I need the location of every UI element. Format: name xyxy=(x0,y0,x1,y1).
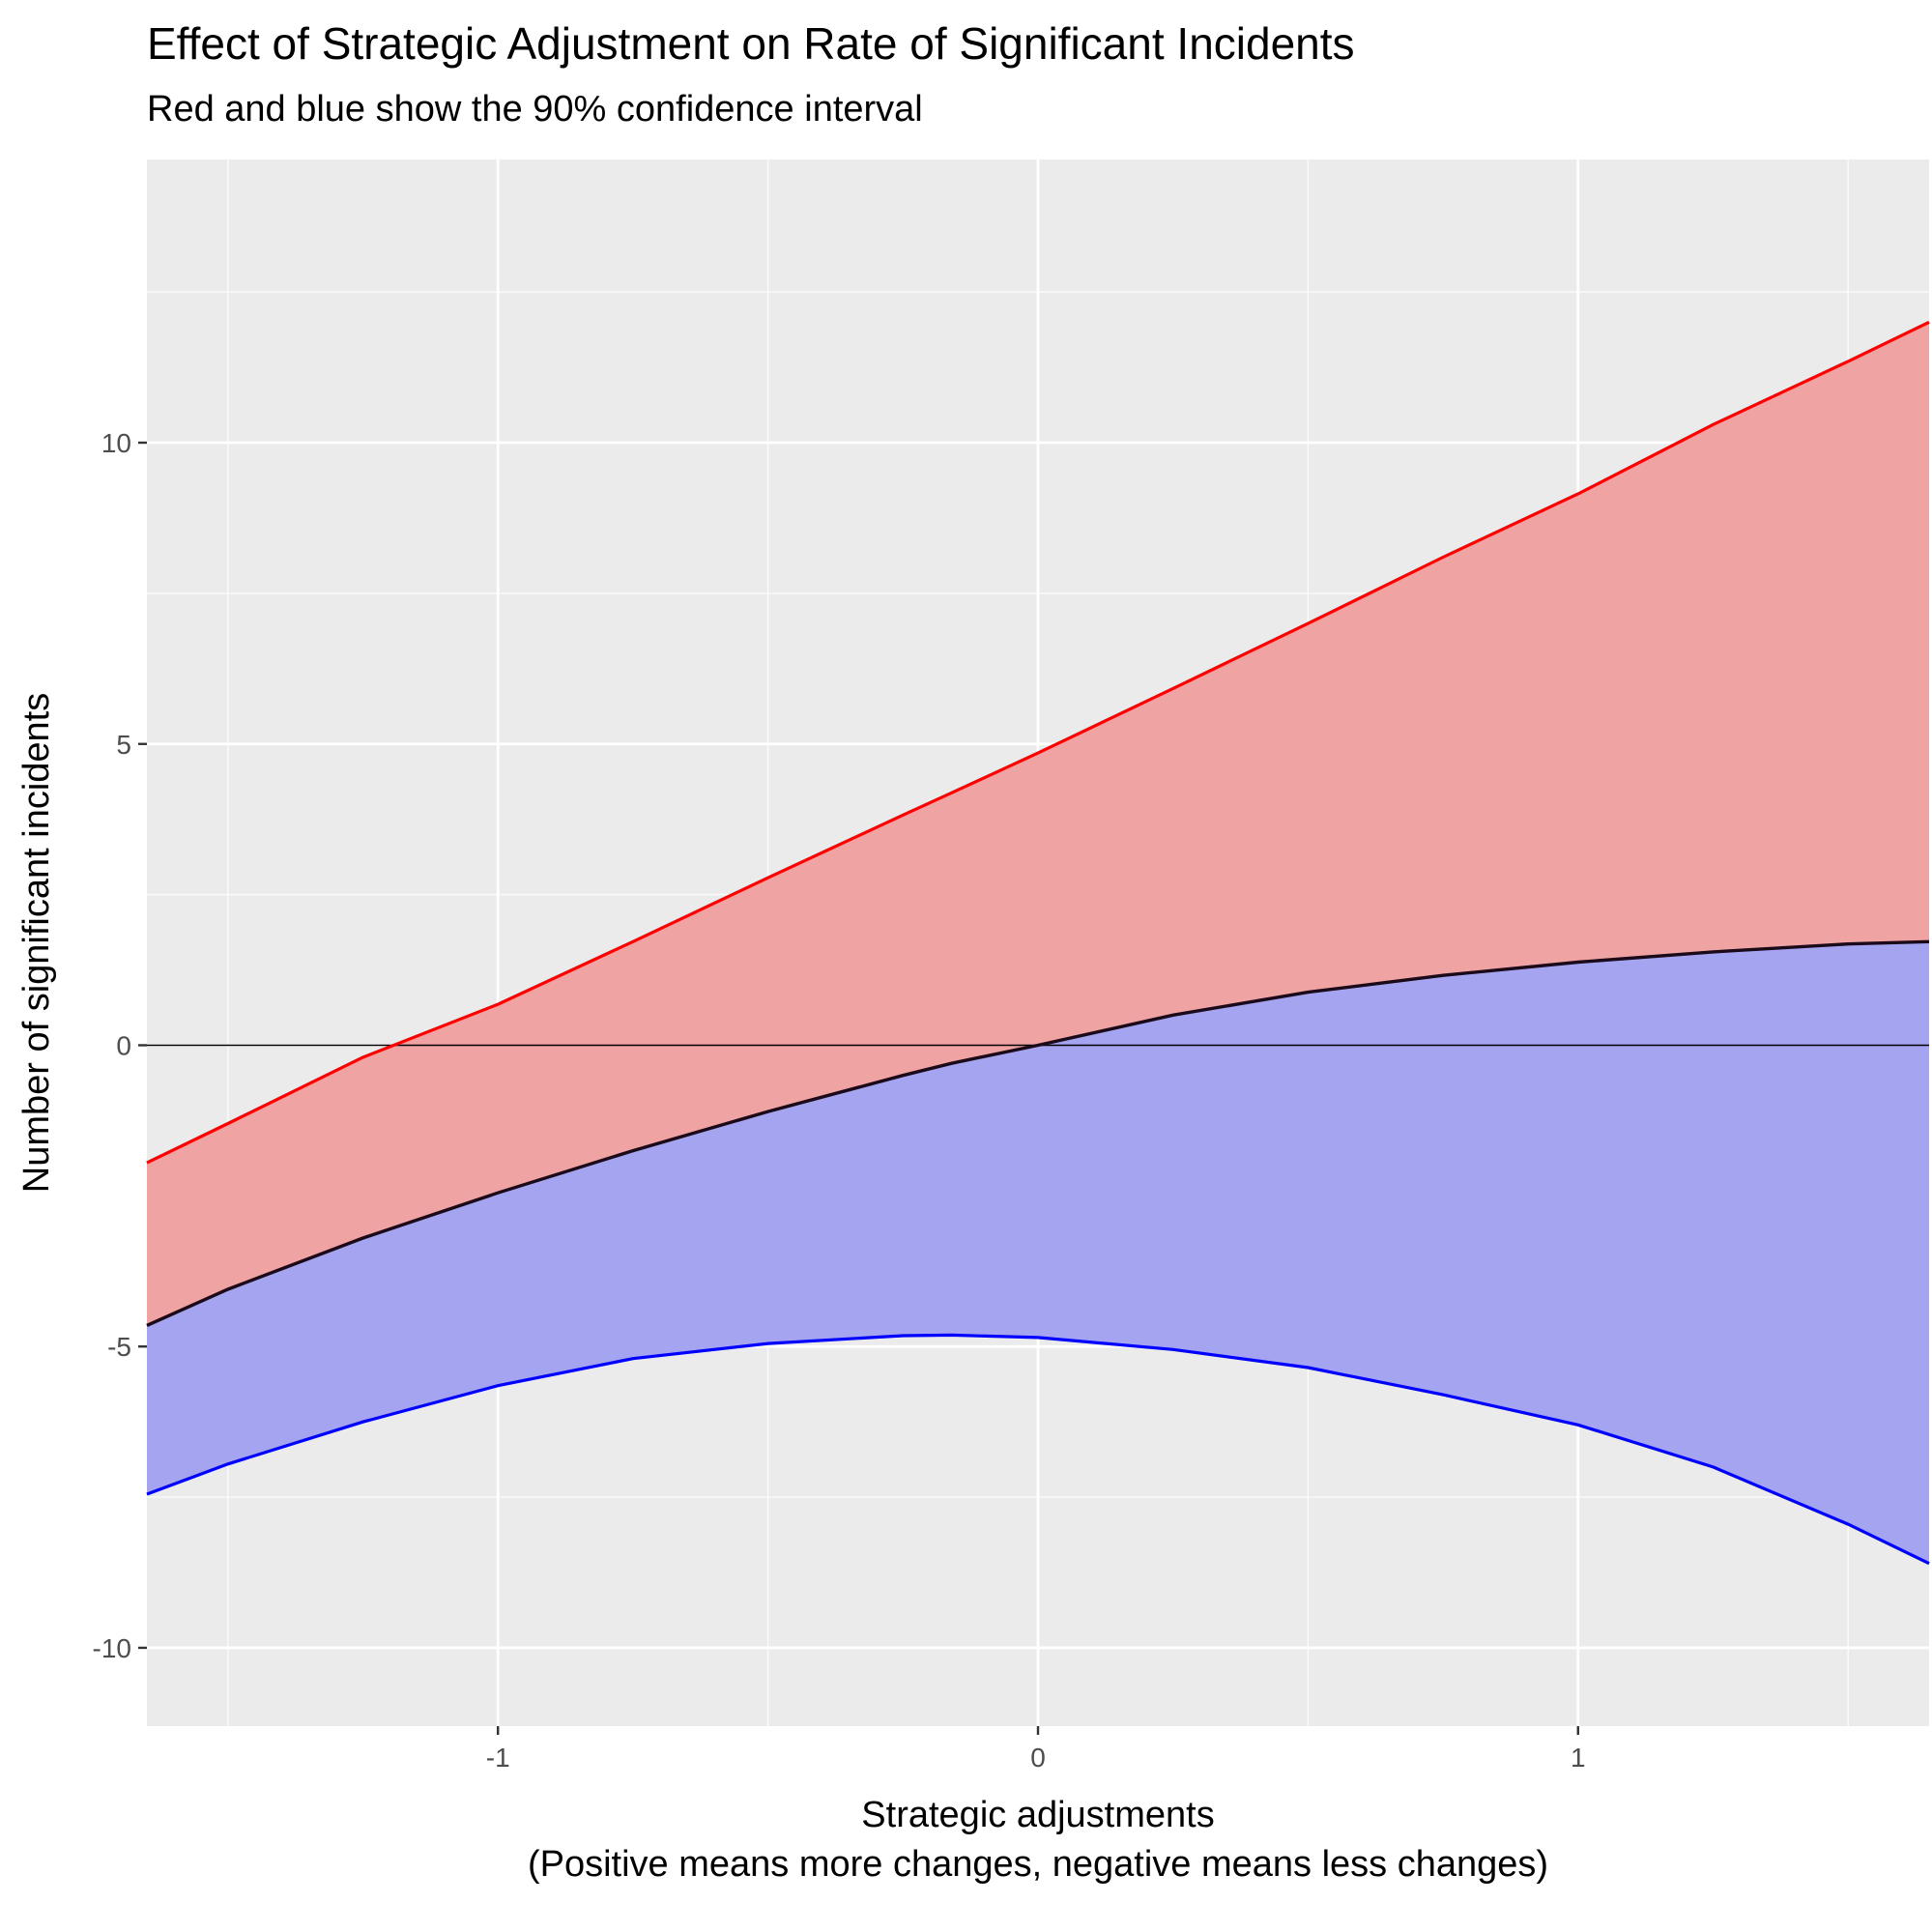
x-tick-label: 0 xyxy=(1030,1743,1046,1773)
chart-subtitle: Red and blue show the 90% confidence int… xyxy=(147,89,923,130)
x-tick-label: 1 xyxy=(1571,1743,1586,1773)
x-axis: -1 0 1 xyxy=(486,1726,1586,1773)
y-tick-label: 10 xyxy=(101,428,131,458)
y-tick-label: -5 xyxy=(107,1332,131,1362)
x-axis-title: Strategic adjustments xyxy=(861,1795,1214,1835)
y-axis: -10 -5 0 5 10 xyxy=(93,428,147,1663)
upper-bound-line xyxy=(146,320,1930,1165)
estimate-line xyxy=(146,939,1930,1327)
x-tick-label: -1 xyxy=(486,1743,510,1773)
chart-title: Effect of Strategic Adjustment on Rate o… xyxy=(147,18,1355,69)
lower-confidence-band xyxy=(147,941,1929,1564)
y-tick-label: 0 xyxy=(116,1030,131,1060)
x-axis-subtitle: (Positive means more changes, negative m… xyxy=(528,1844,1548,1885)
y-tick-label: 5 xyxy=(116,730,131,760)
lower-bound-line xyxy=(146,1333,1930,1566)
y-tick-label: -10 xyxy=(93,1633,131,1663)
y-axis-title: Number of significant incidents xyxy=(16,693,57,1193)
upper-confidence-band xyxy=(147,322,1929,1326)
